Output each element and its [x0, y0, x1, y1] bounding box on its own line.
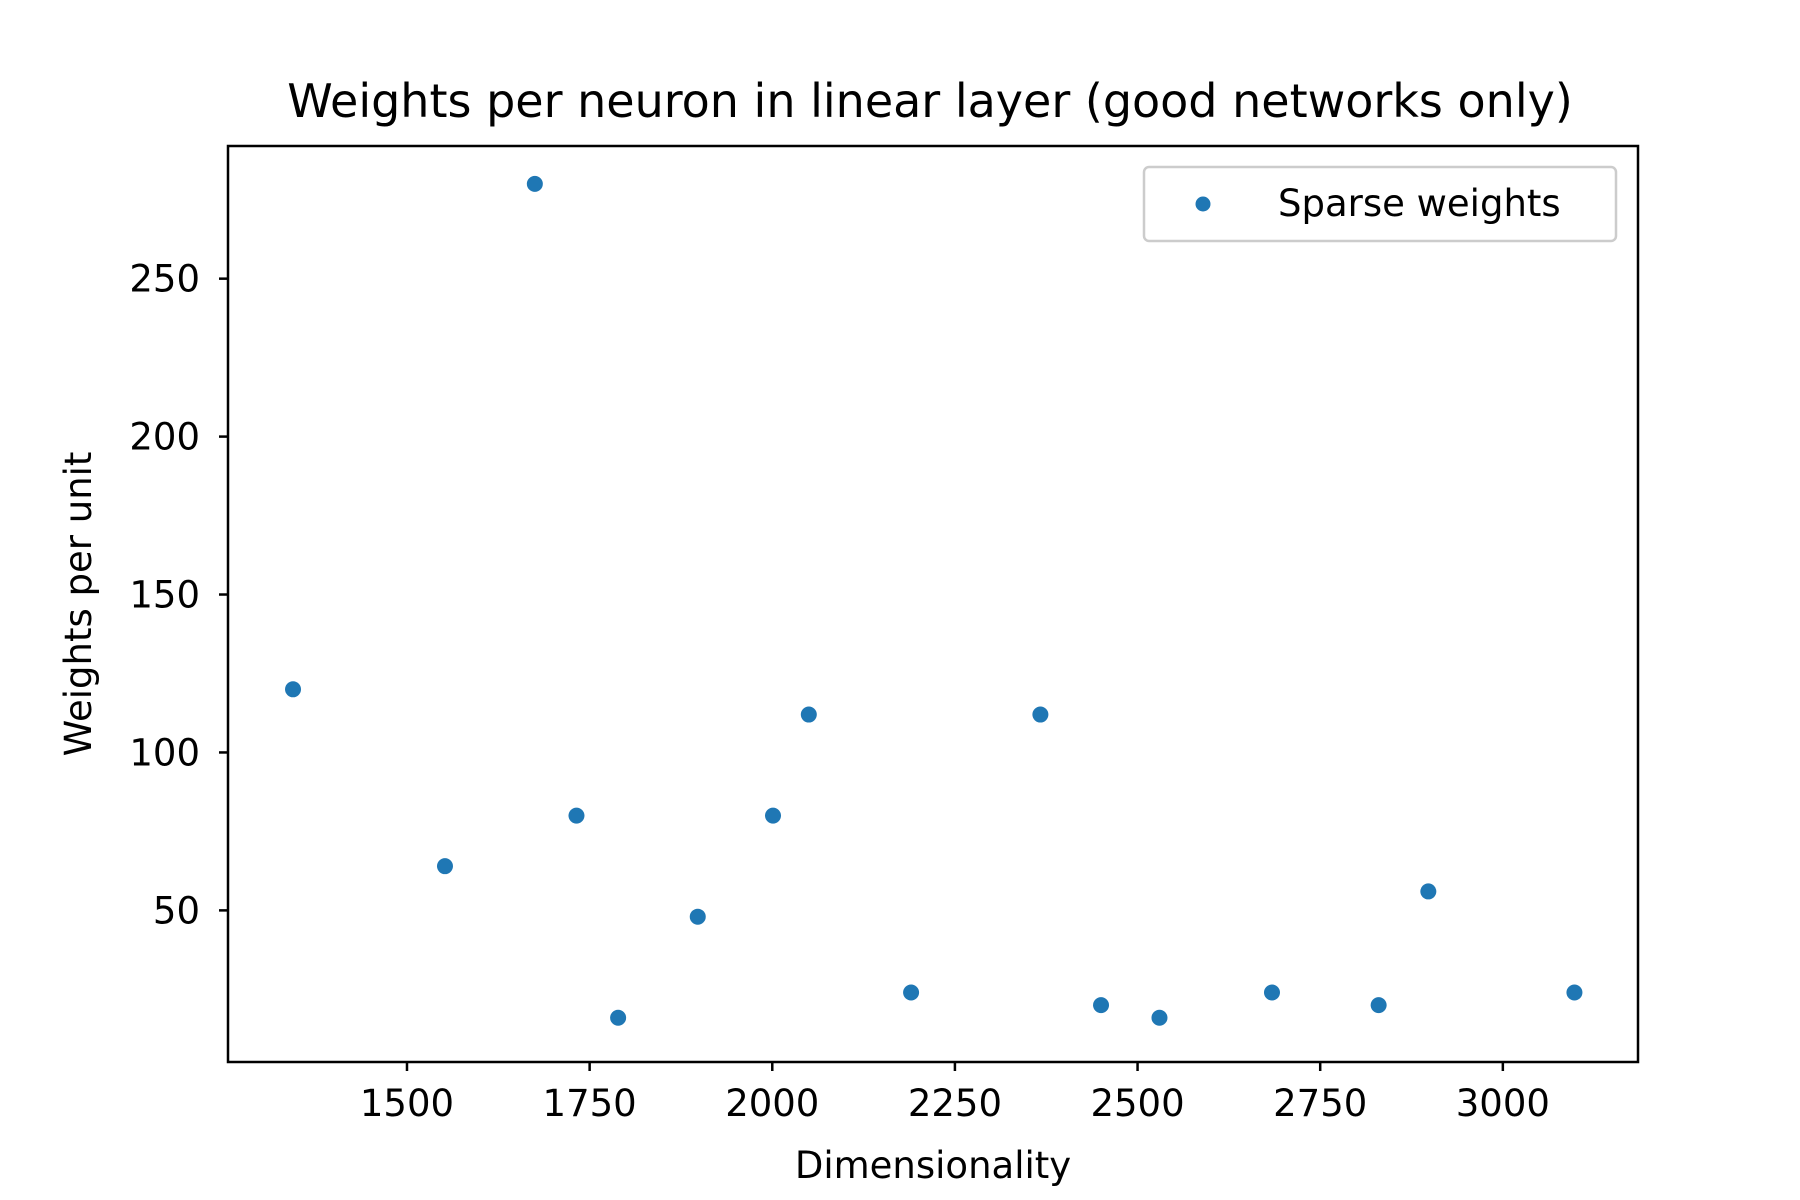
- y-tick-label: 250: [129, 258, 200, 301]
- x-tick-label: 2250: [908, 1082, 1002, 1125]
- scatter-point: [765, 807, 782, 824]
- x-axis-ticks: 1500 1750 2000 2250 2500 2750 3000: [360, 1062, 1550, 1125]
- plot-area-frame: [226, 144, 1640, 1064]
- scatter-point: [285, 681, 302, 698]
- legend-label: Sparse weights: [1278, 182, 1561, 225]
- scatter-point: [800, 706, 817, 723]
- x-tick-label: 2500: [1090, 1082, 1184, 1125]
- y-tick-label: 100: [129, 731, 200, 774]
- scatter-point: [436, 858, 453, 875]
- x-tick-label: 2000: [725, 1082, 819, 1125]
- legend-frame: [1142, 165, 1618, 243]
- legend: Sparse weights: [1142, 165, 1618, 243]
- scatter-point: [903, 984, 920, 1001]
- y-axis-ticks: 50 100 150 200 250: [129, 258, 228, 932]
- chart-title: Weights per neuron in linear layer (good…: [287, 74, 1573, 128]
- x-axis-label: Dimensionality: [795, 1144, 1071, 1187]
- x-tick-label: 1750: [543, 1082, 637, 1125]
- x-tick-label: 1500: [360, 1082, 454, 1125]
- scatter-point: [1151, 1009, 1168, 1026]
- y-axis-label: Weights per unit: [57, 452, 100, 757]
- scatter-point: [568, 807, 585, 824]
- scatter-point: [526, 175, 543, 192]
- legend-marker: [1195, 196, 1211, 212]
- scatter-point: [1032, 706, 1049, 723]
- scatter-point: [1370, 997, 1387, 1014]
- scatter-point: [1420, 883, 1437, 900]
- scatter-point: [689, 908, 706, 925]
- scatter-point: [610, 1009, 627, 1026]
- y-tick-label: 200: [129, 416, 200, 459]
- y-tick-label: 150: [129, 574, 200, 617]
- y-tick-label: 50: [153, 889, 200, 932]
- scatter-point: [1566, 984, 1583, 1001]
- marks-layer: [285, 175, 1583, 1026]
- scatter-point: [1093, 997, 1110, 1014]
- scatter-point: [1263, 984, 1280, 1001]
- x-tick-label: 2750: [1273, 1082, 1367, 1125]
- x-tick-label: 3000: [1456, 1082, 1550, 1125]
